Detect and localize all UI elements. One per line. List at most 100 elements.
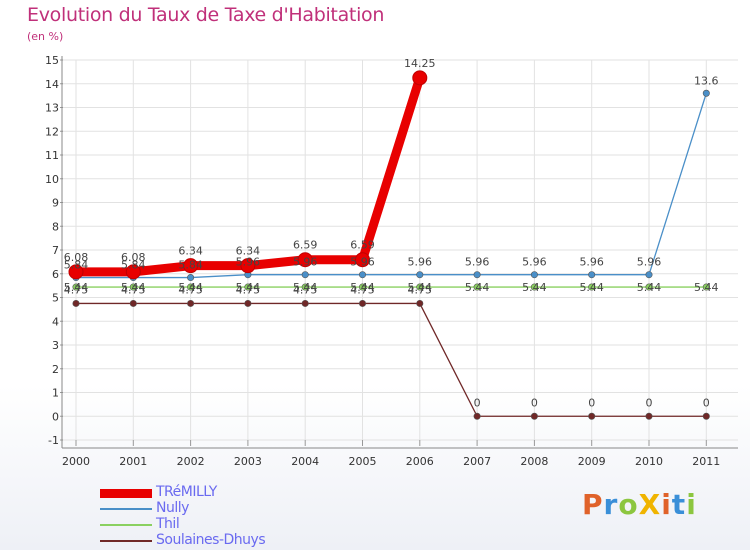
data-point — [355, 252, 370, 268]
data-label: 0 — [646, 396, 653, 409]
y-tick-label: 5 — [52, 292, 59, 305]
y-tick-label: 11 — [45, 149, 59, 162]
logo-letter: r — [603, 488, 619, 521]
y-tick-label: 0 — [52, 410, 59, 423]
data-point — [645, 283, 653, 291]
data-label: 5.44 — [178, 281, 203, 294]
legend-label: Soulaines-Dhuys — [156, 532, 266, 548]
data-label: 4.75 — [408, 283, 433, 296]
data-point — [72, 299, 80, 307]
legend-label: Nully — [156, 500, 189, 516]
data-label: 0 — [474, 396, 481, 409]
x-tick-label: 2002 — [177, 455, 205, 468]
data-label: 0 — [588, 396, 595, 409]
data-label: 5.44 — [64, 281, 89, 294]
x-tick-label: 2011 — [692, 455, 720, 468]
data-label: 5.96 — [236, 256, 261, 269]
legend-swatch — [100, 488, 152, 498]
data-point — [530, 271, 538, 279]
logo-letter: t — [671, 488, 687, 521]
data-point — [588, 283, 596, 291]
chart-subtitle: (en %) — [27, 30, 64, 43]
data-label: 5.44 — [637, 281, 662, 294]
data-point — [244, 299, 252, 307]
data-label: 5.44 — [694, 281, 719, 294]
data-point — [358, 271, 366, 279]
logo-letter: o — [618, 488, 639, 521]
y-tick-label: 1 — [52, 387, 59, 400]
data-point — [702, 412, 710, 420]
y-tick-label: 3 — [52, 339, 59, 352]
data-label: 5.96 — [408, 256, 433, 269]
y-tick-label: 2 — [52, 363, 59, 376]
data-point — [358, 283, 366, 291]
x-tick-label: 2005 — [349, 455, 377, 468]
y-tick-label: 15 — [45, 54, 59, 67]
data-label: 4.75 — [64, 283, 89, 296]
data-label: 6.08 — [121, 251, 146, 264]
data-point — [645, 271, 653, 279]
data-point — [416, 271, 424, 279]
data-point — [187, 274, 195, 282]
data-label: 4.75 — [178, 283, 203, 296]
data-label: 4.75 — [293, 283, 318, 296]
data-point — [702, 283, 710, 291]
data-label: 4.75 — [236, 283, 261, 296]
data-label: 5.44 — [579, 281, 604, 294]
data-point — [416, 299, 424, 307]
data-label: 5.96 — [350, 256, 375, 269]
x-tick-label: 2000 — [62, 455, 90, 468]
data-point — [588, 412, 596, 420]
data-point — [416, 283, 424, 291]
legend-swatch — [100, 524, 152, 526]
legend-label: TRéMILLY — [156, 484, 217, 500]
data-point — [68, 264, 84, 280]
y-tick-label: 9 — [52, 197, 59, 210]
y-tick-label: -1 — [48, 434, 59, 447]
data-label: 14.25 — [404, 57, 436, 70]
data-point — [530, 412, 538, 420]
y-tick-label: 14 — [45, 78, 59, 91]
chart-title: Evolution du Taux de Taxe d'Habitation — [27, 4, 385, 26]
data-label: 5.96 — [637, 256, 662, 269]
data-label: 5.44 — [522, 281, 547, 294]
proxiti-logo: ProXiti — [582, 488, 697, 521]
data-label: 6.34 — [236, 245, 261, 258]
legend-swatch — [100, 508, 152, 510]
series-line-3 — [75, 302, 707, 417]
data-label: 5.44 — [293, 281, 318, 294]
data-point — [129, 299, 137, 307]
data-point — [588, 271, 596, 279]
data-label: 5.84 — [121, 259, 146, 272]
data-point — [301, 271, 309, 279]
x-tick-label: 2010 — [635, 455, 663, 468]
data-point — [412, 70, 428, 86]
data-label: 5.44 — [236, 281, 261, 294]
data-point — [473, 283, 481, 291]
data-point — [125, 264, 141, 280]
y-tick-label: 12 — [45, 125, 59, 138]
data-point — [297, 252, 313, 268]
data-label: 5.96 — [522, 256, 547, 269]
data-label: 0 — [531, 396, 538, 409]
logo-letter: i — [686, 488, 697, 521]
x-tick-label: 2007 — [463, 455, 491, 468]
data-label: 5.44 — [121, 281, 146, 294]
x-tick-label: 2001 — [119, 455, 147, 468]
data-point — [72, 283, 80, 291]
data-point — [187, 299, 195, 307]
x-tick-label: 2008 — [520, 455, 548, 468]
data-point — [358, 299, 366, 307]
y-tick-label: 13 — [45, 102, 59, 115]
data-point — [473, 271, 481, 279]
data-label: 5.44 — [465, 281, 490, 294]
data-point — [645, 412, 653, 420]
data-point — [702, 89, 710, 97]
y-tick-label: 4 — [52, 315, 59, 328]
data-label: 5.84 — [178, 259, 203, 272]
data-point — [301, 299, 309, 307]
data-label: 0 — [703, 396, 710, 409]
x-tick-label: 2006 — [406, 455, 434, 468]
y-tick-label: 10 — [45, 173, 59, 186]
